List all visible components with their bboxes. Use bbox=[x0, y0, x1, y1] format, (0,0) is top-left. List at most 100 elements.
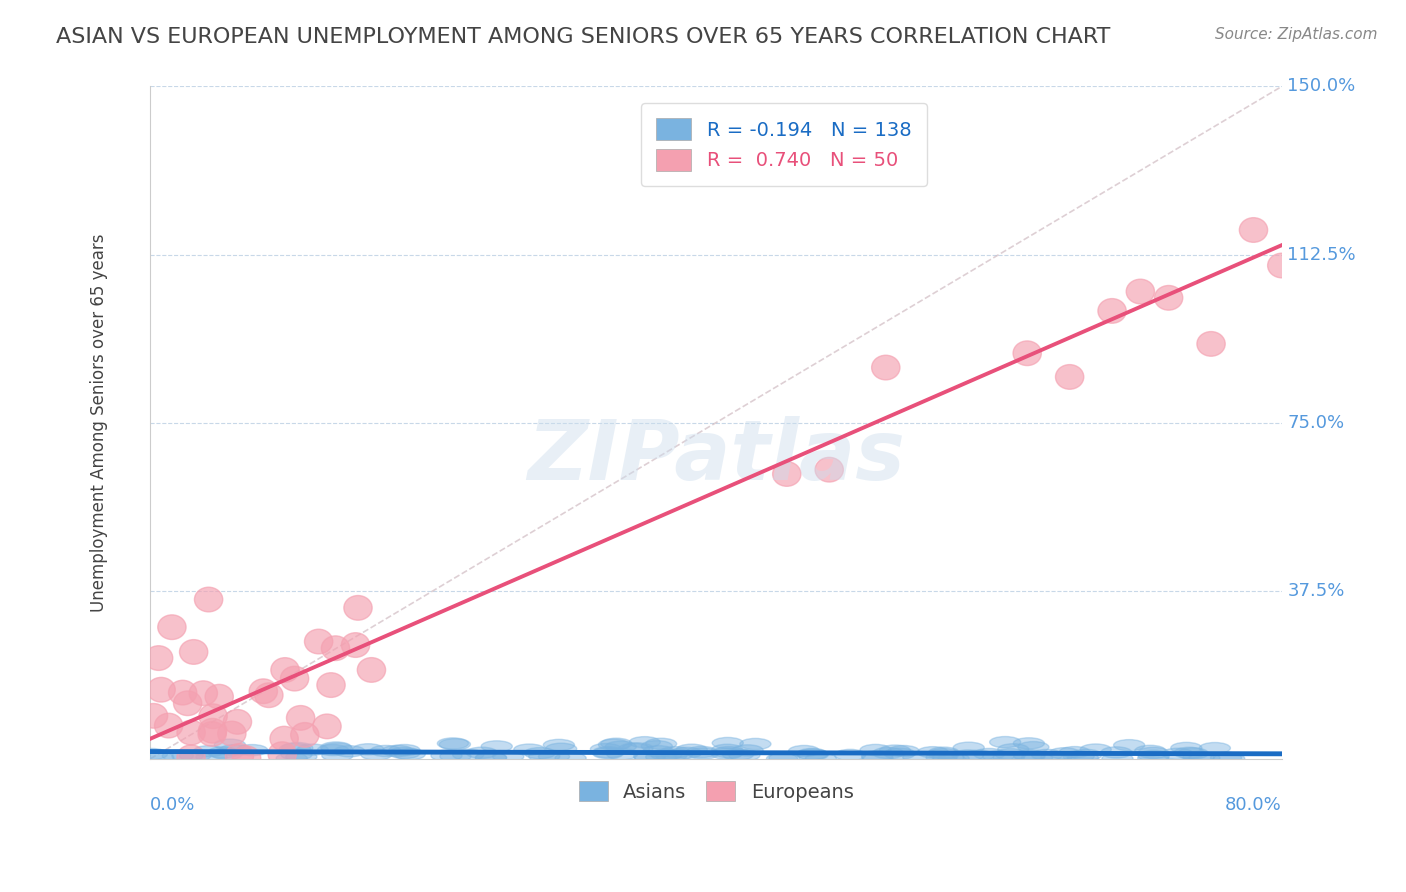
Ellipse shape bbox=[634, 751, 665, 762]
Ellipse shape bbox=[974, 748, 1005, 760]
Ellipse shape bbox=[1197, 332, 1225, 356]
Ellipse shape bbox=[316, 673, 344, 698]
Ellipse shape bbox=[1213, 753, 1244, 764]
Ellipse shape bbox=[1101, 747, 1132, 758]
Ellipse shape bbox=[529, 751, 560, 762]
Ellipse shape bbox=[389, 745, 420, 756]
Ellipse shape bbox=[1182, 751, 1213, 763]
Ellipse shape bbox=[1239, 218, 1268, 243]
Ellipse shape bbox=[173, 691, 202, 715]
Ellipse shape bbox=[475, 752, 506, 764]
Ellipse shape bbox=[797, 749, 828, 760]
Ellipse shape bbox=[211, 748, 242, 760]
Ellipse shape bbox=[1324, 119, 1353, 144]
Ellipse shape bbox=[318, 745, 349, 756]
Ellipse shape bbox=[884, 748, 915, 759]
Ellipse shape bbox=[224, 709, 252, 734]
Ellipse shape bbox=[1040, 752, 1071, 763]
Ellipse shape bbox=[917, 747, 949, 758]
Ellipse shape bbox=[789, 746, 820, 756]
Ellipse shape bbox=[322, 636, 350, 660]
Ellipse shape bbox=[361, 749, 392, 760]
Ellipse shape bbox=[1189, 753, 1220, 764]
Ellipse shape bbox=[467, 747, 498, 758]
Ellipse shape bbox=[440, 751, 471, 762]
Ellipse shape bbox=[198, 722, 226, 747]
Ellipse shape bbox=[249, 679, 277, 704]
Legend: Asians, Europeans: Asians, Europeans bbox=[571, 773, 862, 810]
Ellipse shape bbox=[155, 714, 183, 738]
Ellipse shape bbox=[208, 747, 239, 758]
Ellipse shape bbox=[621, 743, 652, 754]
Ellipse shape bbox=[592, 747, 624, 759]
Ellipse shape bbox=[195, 751, 228, 763]
Ellipse shape bbox=[806, 753, 837, 764]
Ellipse shape bbox=[333, 746, 366, 757]
Text: 75.0%: 75.0% bbox=[1288, 414, 1344, 432]
Ellipse shape bbox=[180, 640, 208, 665]
Ellipse shape bbox=[1098, 299, 1126, 323]
Ellipse shape bbox=[287, 706, 315, 731]
Text: 0.0%: 0.0% bbox=[150, 796, 195, 814]
Ellipse shape bbox=[928, 747, 959, 758]
Ellipse shape bbox=[321, 742, 352, 753]
Ellipse shape bbox=[481, 740, 512, 752]
Ellipse shape bbox=[952, 750, 983, 761]
Ellipse shape bbox=[1032, 749, 1063, 761]
Ellipse shape bbox=[142, 752, 174, 763]
Ellipse shape bbox=[934, 752, 965, 763]
Ellipse shape bbox=[628, 737, 661, 747]
Ellipse shape bbox=[634, 752, 665, 763]
Ellipse shape bbox=[983, 751, 1014, 762]
Ellipse shape bbox=[297, 744, 328, 756]
Ellipse shape bbox=[993, 752, 1025, 764]
Ellipse shape bbox=[344, 596, 373, 620]
Ellipse shape bbox=[655, 750, 688, 761]
Ellipse shape bbox=[162, 750, 194, 762]
Ellipse shape bbox=[232, 746, 260, 771]
Ellipse shape bbox=[276, 753, 308, 764]
Ellipse shape bbox=[169, 681, 197, 705]
Ellipse shape bbox=[927, 752, 957, 763]
Ellipse shape bbox=[873, 747, 904, 759]
Text: 80.0%: 80.0% bbox=[1225, 796, 1282, 814]
Ellipse shape bbox=[1154, 285, 1182, 310]
Ellipse shape bbox=[889, 746, 920, 756]
Ellipse shape bbox=[322, 743, 353, 754]
Ellipse shape bbox=[879, 745, 911, 756]
Ellipse shape bbox=[1059, 747, 1090, 757]
Text: Unemployment Among Seniors over 65 years: Unemployment Among Seniors over 65 years bbox=[90, 234, 108, 612]
Ellipse shape bbox=[1126, 279, 1154, 304]
Ellipse shape bbox=[439, 739, 471, 750]
Ellipse shape bbox=[963, 750, 994, 762]
Ellipse shape bbox=[205, 684, 233, 709]
Ellipse shape bbox=[686, 747, 717, 757]
Ellipse shape bbox=[1014, 749, 1045, 761]
Ellipse shape bbox=[270, 726, 298, 751]
Ellipse shape bbox=[269, 742, 297, 766]
Ellipse shape bbox=[145, 646, 173, 671]
Ellipse shape bbox=[1056, 365, 1084, 389]
Ellipse shape bbox=[342, 632, 370, 657]
Ellipse shape bbox=[543, 739, 575, 750]
Ellipse shape bbox=[835, 749, 866, 761]
Ellipse shape bbox=[797, 748, 828, 760]
Ellipse shape bbox=[740, 739, 770, 749]
Text: ASIAN VS EUROPEAN UNEMPLOYMENT AMONG SENIORS OVER 65 YEARS CORRELATION CHART: ASIAN VS EUROPEAN UNEMPLOYMENT AMONG SEN… bbox=[56, 27, 1111, 46]
Ellipse shape bbox=[1174, 747, 1205, 758]
Ellipse shape bbox=[538, 751, 569, 762]
Ellipse shape bbox=[280, 743, 311, 755]
Ellipse shape bbox=[177, 745, 205, 770]
Ellipse shape bbox=[1063, 751, 1094, 762]
Ellipse shape bbox=[394, 748, 425, 760]
Ellipse shape bbox=[1071, 749, 1102, 761]
Text: 112.5%: 112.5% bbox=[1288, 245, 1355, 263]
Ellipse shape bbox=[671, 747, 702, 758]
Ellipse shape bbox=[1080, 744, 1111, 756]
Ellipse shape bbox=[389, 747, 420, 758]
Ellipse shape bbox=[872, 355, 900, 380]
Ellipse shape bbox=[1102, 753, 1133, 764]
Ellipse shape bbox=[382, 746, 413, 756]
Ellipse shape bbox=[1135, 746, 1166, 756]
Ellipse shape bbox=[728, 749, 761, 761]
